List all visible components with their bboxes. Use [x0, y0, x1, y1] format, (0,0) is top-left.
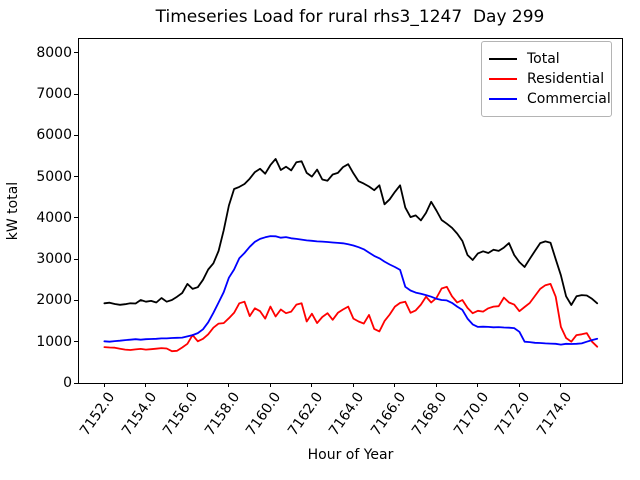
y-tick-mark	[74, 382, 78, 384]
x-axis-label: Hour of Year	[307, 447, 394, 463]
legend-label-total: Total	[527, 51, 560, 67]
y-tick-label: 7000	[36, 86, 72, 103]
y-tick-label: 1000	[36, 333, 72, 350]
legend-entry-total: Total	[489, 49, 602, 69]
x-tick-mark	[560, 383, 562, 387]
legend-entry-commercial: Commercial	[489, 89, 611, 109]
y-tick-mark	[74, 258, 78, 260]
x-tick-mark	[435, 383, 437, 387]
legend: Total Residential Commercial	[481, 41, 612, 117]
legend-line-swatch-commercial	[489, 98, 517, 100]
legend-label-commercial: Commercial	[527, 91, 611, 107]
x-tick-mark	[103, 383, 105, 387]
y-tick-mark	[74, 52, 78, 54]
y-tick-mark	[74, 217, 78, 219]
y-tick-label: 5000	[36, 168, 72, 185]
y-tick-label: 2000	[36, 292, 72, 309]
x-tick-mark	[228, 383, 230, 387]
x-tick-mark	[352, 383, 354, 387]
y-tick-label: 3000	[36, 251, 72, 268]
y-tick-mark	[74, 299, 78, 301]
y-tick-mark	[74, 341, 78, 343]
y-tick-mark	[74, 134, 78, 136]
x-tick-mark	[311, 383, 313, 387]
y-tick-mark	[74, 176, 78, 178]
legend-line-swatch-total	[489, 58, 517, 60]
x-tick-mark	[394, 383, 396, 387]
y-tick-label: 6000	[36, 127, 72, 144]
x-tick-mark	[518, 383, 520, 387]
legend-label-residential: Residential	[527, 71, 605, 87]
x-tick-mark	[269, 383, 271, 387]
legend-line-swatch-residential	[489, 78, 517, 80]
x-tick-mark	[477, 383, 479, 387]
x-tick-mark	[186, 383, 188, 387]
y-tick-label: 0	[63, 375, 72, 391]
chart-title: Timeseries Load for rural rhs3_1247 Day …	[155, 7, 545, 27]
y-tick-mark	[74, 93, 78, 95]
y-tick-label: 8000	[36, 44, 72, 61]
legend-entry-residential: Residential	[489, 69, 605, 89]
y-tick-label: 4000	[36, 209, 72, 226]
x-tick-mark	[145, 383, 147, 387]
